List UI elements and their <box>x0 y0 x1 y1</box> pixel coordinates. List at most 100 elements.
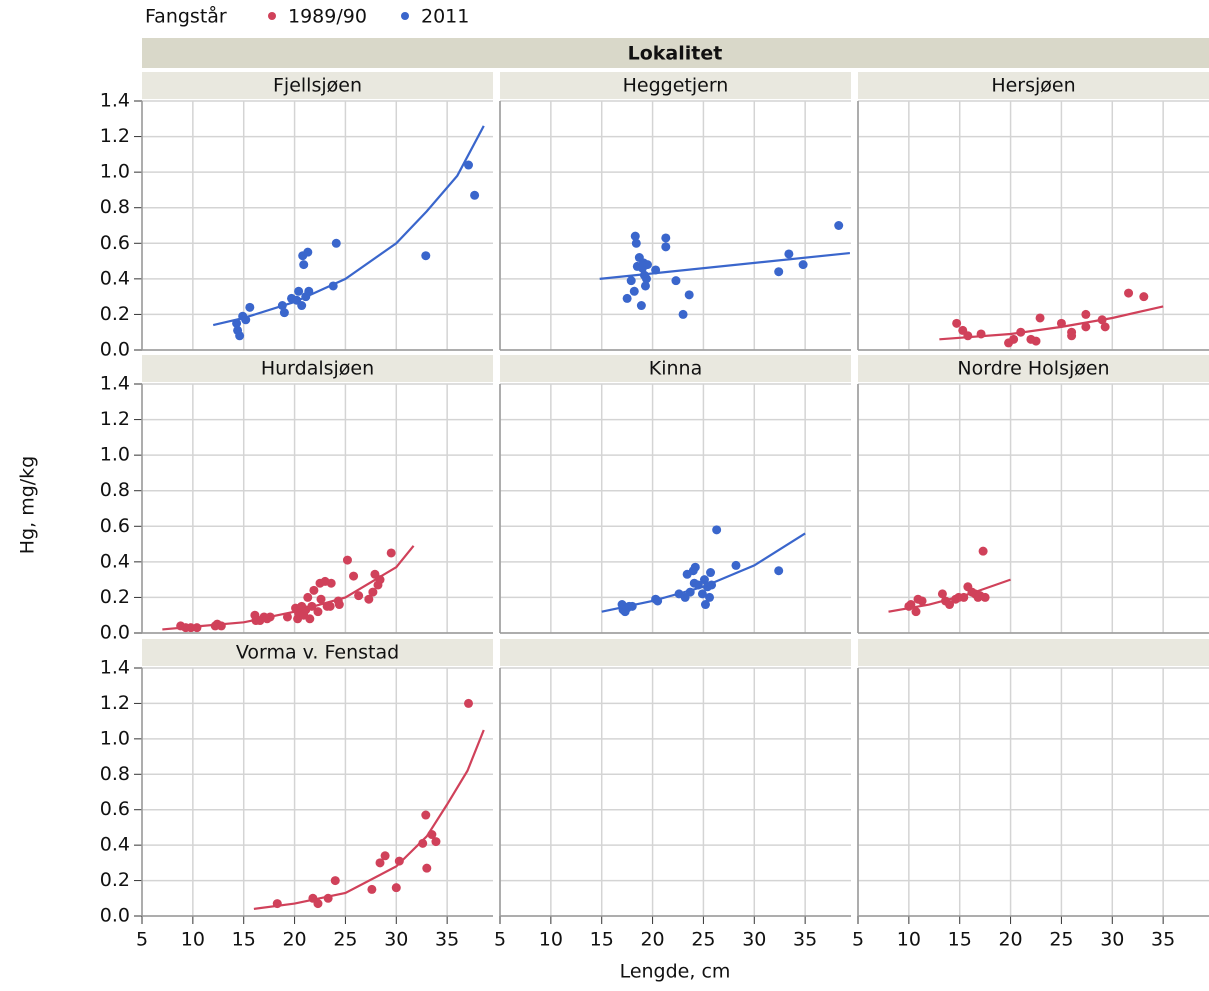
x-tick-label: 5 <box>852 929 864 951</box>
fit-line <box>601 532 806 613</box>
point <box>386 548 396 558</box>
point <box>421 810 431 820</box>
point <box>1035 313 1045 323</box>
point <box>1009 334 1019 344</box>
point <box>952 318 962 328</box>
point <box>661 242 671 252</box>
x-tick-label: 15 <box>590 929 614 951</box>
point <box>678 309 688 319</box>
y-tick-label: 1.0 <box>100 444 130 466</box>
point <box>313 607 323 617</box>
panel-title: Vorma v. Fenstad <box>236 642 399 664</box>
x-tick-label: 10 <box>897 929 921 951</box>
y-tick-label: 0.0 <box>100 622 130 644</box>
point <box>316 594 326 604</box>
panel-strip <box>500 639 851 666</box>
point <box>1124 288 1134 298</box>
panel-title: Hersjøen <box>991 75 1075 97</box>
x-tick-label: 30 <box>1100 929 1124 951</box>
point <box>391 883 401 893</box>
point <box>1139 292 1149 302</box>
point <box>1081 322 1091 332</box>
fit-line <box>599 251 851 280</box>
point <box>422 863 432 873</box>
point <box>690 562 700 572</box>
point <box>342 555 352 565</box>
point <box>630 231 640 241</box>
point <box>394 856 404 866</box>
facet-header <box>142 38 1209 68</box>
point <box>641 274 651 284</box>
point <box>431 837 441 847</box>
point <box>945 600 955 610</box>
point <box>368 587 378 597</box>
point <box>631 238 641 248</box>
y-tick-label: 0.0 <box>100 905 130 927</box>
point <box>671 276 681 286</box>
point <box>364 594 374 604</box>
point <box>978 546 988 556</box>
point <box>421 251 431 261</box>
y-tick-label: 0.2 <box>100 869 130 891</box>
point <box>1100 322 1110 332</box>
facet-title: Lokalitet <box>628 43 723 65</box>
point <box>294 286 304 296</box>
point <box>375 858 385 868</box>
point <box>349 571 359 581</box>
point <box>303 247 313 257</box>
y-tick-label: 1.0 <box>100 727 130 749</box>
x-tick-label: 35 <box>1151 929 1175 951</box>
point <box>684 290 694 300</box>
point <box>464 160 474 170</box>
legend-label: 2011 <box>421 6 469 28</box>
point <box>1031 336 1041 346</box>
point <box>798 260 808 270</box>
point <box>330 876 340 886</box>
x-tick-label: 30 <box>384 929 408 951</box>
point <box>911 607 921 617</box>
y-tick-label: 0.2 <box>100 303 130 325</box>
point <box>303 592 313 602</box>
panel-title: Heggetjern <box>623 75 729 97</box>
y-tick-label: 0.6 <box>100 798 130 820</box>
point <box>354 591 364 601</box>
x-tick-label: 30 <box>742 929 766 951</box>
point <box>963 331 973 341</box>
point <box>1067 331 1077 341</box>
point <box>305 614 315 624</box>
point <box>626 276 636 286</box>
point <box>712 525 722 535</box>
point <box>834 221 844 230</box>
x-tick-label: 15 <box>948 929 972 951</box>
point <box>699 575 709 585</box>
x-tick-label: 10 <box>539 929 563 951</box>
point <box>297 301 307 311</box>
point <box>326 578 336 588</box>
point <box>299 260 309 270</box>
y-tick-label: 0.4 <box>100 550 130 572</box>
x-tick-label: 25 <box>333 929 357 951</box>
panel-title: Kinna <box>649 358 702 380</box>
y-tick-label: 0.0 <box>100 339 130 361</box>
point <box>636 301 646 311</box>
panel-strip <box>858 355 1209 382</box>
x-tick-label: 5 <box>136 929 148 951</box>
fit-line <box>888 578 1011 613</box>
x-tick-label: 5 <box>494 929 506 951</box>
x-axis-label: Lengde, cm <box>620 961 731 983</box>
y-axis-label: Hg, mg/kg <box>17 456 39 554</box>
point <box>464 698 474 708</box>
x-tick-label: 25 <box>1049 929 1073 951</box>
legend-marker <box>268 12 276 20</box>
legend-title: Fangstår <box>145 5 227 28</box>
point <box>697 589 707 599</box>
fit-line <box>162 545 415 631</box>
point <box>245 302 255 312</box>
panel-strip <box>858 639 1209 666</box>
panel-strip <box>142 72 493 99</box>
point <box>279 308 289 318</box>
y-tick-label: 0.8 <box>100 196 130 218</box>
point <box>705 592 715 602</box>
y-tick-label: 0.4 <box>100 834 130 856</box>
point <box>937 589 947 599</box>
